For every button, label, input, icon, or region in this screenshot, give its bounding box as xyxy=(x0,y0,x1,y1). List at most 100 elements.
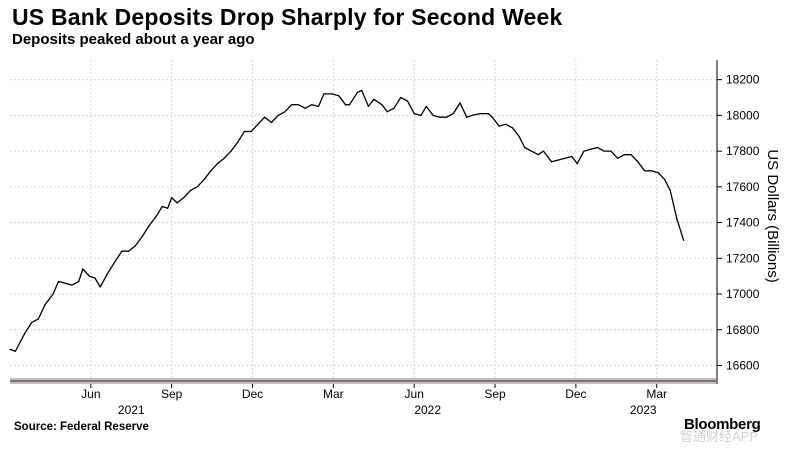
data-point xyxy=(617,157,619,159)
data-point xyxy=(596,146,599,149)
x-year-label: 2022 xyxy=(414,403,441,417)
data-point xyxy=(393,107,395,109)
data-point xyxy=(210,170,212,172)
x-year-label: 2023 xyxy=(630,403,657,417)
data-point xyxy=(603,150,605,152)
x-axis-band-inner xyxy=(10,380,716,382)
bloomberg-logo: Bloomberg xyxy=(684,416,761,433)
data-point xyxy=(439,116,441,118)
data-point xyxy=(167,207,169,209)
data-point xyxy=(156,214,158,216)
data-point xyxy=(357,91,359,93)
data-point xyxy=(243,130,245,133)
data-point xyxy=(413,113,415,115)
data-point xyxy=(551,161,553,163)
data-point xyxy=(459,102,461,104)
y-tick-label: 17800 xyxy=(726,144,760,158)
data-point xyxy=(590,148,592,150)
data-point xyxy=(400,96,402,99)
data-point xyxy=(44,304,46,306)
data-point xyxy=(650,170,652,172)
data-point xyxy=(576,163,578,165)
data-point xyxy=(88,275,91,277)
data-point xyxy=(277,114,279,116)
data-point xyxy=(14,350,16,352)
data-point xyxy=(121,250,123,252)
x-axis-band xyxy=(10,378,716,384)
data-point xyxy=(583,150,585,152)
data-point xyxy=(52,293,54,295)
data-point xyxy=(479,113,481,115)
x-tick-label: Dec xyxy=(242,387,263,401)
data-point xyxy=(367,105,369,107)
y-tick-label: 17600 xyxy=(726,180,760,194)
data-point xyxy=(264,116,266,118)
data-point xyxy=(505,123,507,125)
data-point xyxy=(257,123,259,125)
data-point xyxy=(637,161,639,163)
data-point xyxy=(78,280,80,283)
data-point xyxy=(338,95,340,97)
data-point xyxy=(64,282,66,284)
data-point xyxy=(344,104,347,106)
data-point xyxy=(657,172,659,174)
y-tick-label: 17000 xyxy=(726,287,760,301)
data-point xyxy=(425,105,427,107)
data-point xyxy=(406,100,409,102)
data-point xyxy=(237,141,239,143)
data-point xyxy=(571,155,573,158)
gridlines xyxy=(10,60,716,378)
chart-title: US Bank Deposits Drop Sharply for Second… xyxy=(12,4,563,30)
data-point xyxy=(148,225,150,227)
y-tick-label: 18000 xyxy=(726,108,760,122)
data-point xyxy=(161,205,163,208)
data-point xyxy=(530,150,533,152)
data-point xyxy=(183,197,185,199)
data-point xyxy=(361,89,363,91)
data-point xyxy=(304,107,306,109)
source-note: Source: Federal Reserve xyxy=(14,421,149,433)
data-point xyxy=(128,250,130,252)
data-point xyxy=(381,104,383,106)
y-tick-label: 18200 xyxy=(726,73,760,87)
data-point xyxy=(466,116,468,118)
data-point xyxy=(113,263,115,265)
data-point xyxy=(432,114,434,116)
x-tick-label: Mar xyxy=(646,387,667,401)
data-point xyxy=(37,318,39,320)
data-point xyxy=(9,348,11,350)
data-point xyxy=(284,111,286,113)
data-point xyxy=(373,98,375,100)
data-point xyxy=(452,113,454,115)
x-tick-label: Jun xyxy=(405,387,424,401)
data-point xyxy=(94,277,96,279)
data-point xyxy=(683,239,685,241)
data-point xyxy=(297,104,299,106)
data-point xyxy=(291,104,293,106)
series-layer xyxy=(9,89,685,352)
data-point xyxy=(471,114,473,116)
data-point xyxy=(498,125,500,127)
x-tick-label: Jun xyxy=(81,387,100,401)
data-point xyxy=(176,202,178,204)
data-point xyxy=(348,104,351,106)
data-point xyxy=(537,154,539,156)
data-point xyxy=(542,150,545,152)
data-point xyxy=(630,154,632,156)
y-tick-label: 17400 xyxy=(726,216,760,230)
y-tick-label: 16800 xyxy=(726,323,760,337)
y-axis-label: US Dollars (Billions) xyxy=(764,149,781,282)
data-point xyxy=(134,245,136,247)
data-point xyxy=(223,157,225,159)
y-axis-ticks: 16600 16800 17000 17200 17400 17600 17800 18000… xyxy=(717,73,760,372)
data-point xyxy=(106,273,108,275)
data-point xyxy=(623,154,626,156)
data-point xyxy=(420,114,422,116)
data-point xyxy=(487,113,489,115)
data-point xyxy=(203,179,205,181)
data-point xyxy=(524,146,526,149)
x-axis-ticks: Jun Sep Dec Mar Jun Sep Dec Mar 2021 2022 2023 xyxy=(81,384,667,417)
data-point xyxy=(99,286,101,288)
chart-subtitle: Deposits peaked about a year ago xyxy=(12,31,255,48)
